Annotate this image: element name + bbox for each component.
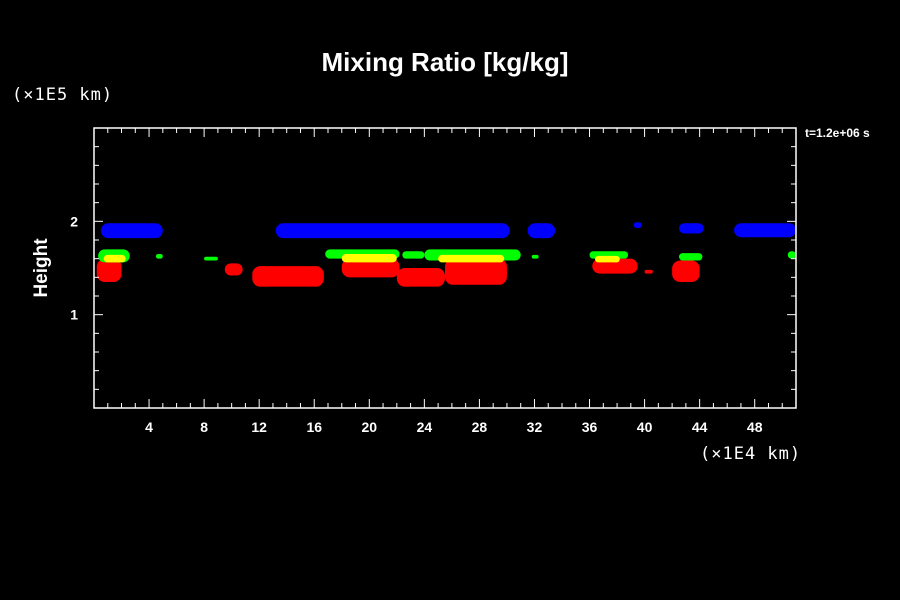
blue-region (527, 223, 556, 239)
contour-regions (96, 222, 796, 287)
x-tick-label: 40 (637, 419, 653, 435)
red-region (96, 258, 122, 282)
blue-region (275, 223, 510, 239)
red-region (396, 268, 445, 287)
y-axis-unit: (×1E5 km) (12, 85, 114, 105)
blue-region (633, 222, 642, 228)
yellow-region (438, 254, 505, 263)
chart-title: Mixing Ratio [kg/kg] (321, 47, 569, 77)
green-region (155, 254, 163, 259)
red-region (644, 269, 653, 274)
x-tick-label: 12 (251, 419, 267, 435)
x-tick-label: 4 (145, 419, 153, 435)
time-label: t=1.2e+06 s (805, 126, 870, 140)
green-region (787, 251, 796, 259)
x-tick-label: 20 (362, 419, 378, 435)
x-tick-label: 32 (527, 419, 543, 435)
red-region (445, 258, 507, 285)
blue-region (734, 223, 796, 238)
green-region (531, 254, 539, 259)
red-region (252, 266, 324, 287)
x-tick-label: 24 (417, 419, 433, 435)
x-tick-label: 8 (200, 419, 208, 435)
yellow-region (595, 255, 620, 263)
x-tick-label: 36 (582, 419, 598, 435)
blue-region (100, 223, 163, 239)
plot-frame (93, 127, 797, 409)
yellow-region (341, 254, 397, 263)
y-tick-label: 1 (70, 307, 78, 323)
y-tick-label: 2 (70, 213, 78, 229)
red-region (224, 263, 243, 276)
green-region (679, 253, 703, 261)
green-region (402, 251, 425, 259)
red-region (341, 258, 400, 278)
x-axis-unit: (×1E4 km) (700, 444, 802, 464)
x-tick-label: 48 (747, 419, 763, 435)
x-tick-label: 44 (692, 419, 708, 435)
blue-region (679, 223, 704, 234)
yellow-region (103, 254, 126, 263)
x-tick-label: 16 (306, 419, 322, 435)
red-region (672, 260, 700, 282)
x-tick-label: 28 (472, 419, 488, 435)
green-region (204, 256, 218, 261)
